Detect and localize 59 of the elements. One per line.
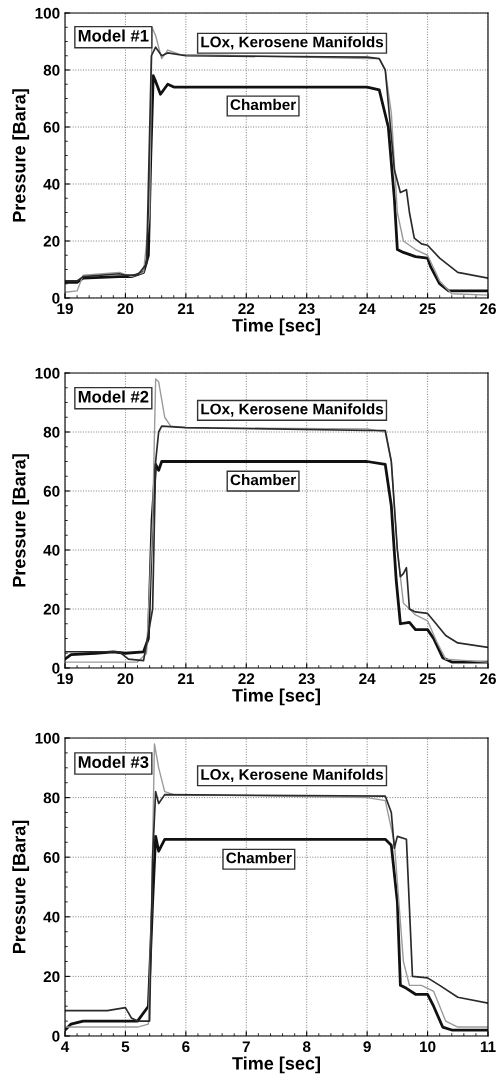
x-tick-label: 20 — [117, 673, 134, 685]
y-tick-label: 0 — [52, 1030, 60, 1042]
x-tick-label: 5 — [121, 1041, 130, 1053]
y-tick-label: 80 — [43, 64, 60, 76]
x-tick-label: 7 — [242, 1041, 250, 1052]
y-tick-label: 80 — [43, 426, 60, 438]
line-series — [65, 790, 488, 1022]
y-tick-label: 0 — [52, 292, 60, 304]
x-tick-label: 8 — [302, 1041, 311, 1053]
x-tick-label: 21 — [177, 303, 194, 314]
annotation: Model #1 — [78, 29, 149, 42]
x-tick-label: 19 — [57, 303, 73, 315]
y-tick-label: 100 — [35, 7, 60, 19]
x-axis-title: Time [sec] — [232, 688, 320, 706]
x-tick-label: 20 — [117, 303, 134, 315]
y-tick-label: 40 — [43, 911, 60, 923]
x-tick-label: 24 — [359, 303, 376, 314]
y-axis-title: Pressure [Bara] — [12, 820, 30, 954]
x-tick-label: 22 — [238, 303, 255, 314]
y-tick-label: 60 — [43, 121, 60, 133]
y-tick-label: 80 — [43, 792, 60, 804]
x-tick-label: 26 — [480, 303, 496, 315]
x-tick-label: 25 — [419, 673, 436, 685]
y-axis-title: Pressure [Bara] — [12, 454, 30, 587]
y-axis-title: Pressure [Bara] — [12, 89, 30, 222]
x-tick-label: 19 — [57, 673, 73, 685]
x-tick-label: 22 — [238, 673, 255, 684]
y-tick-label: 40 — [43, 544, 60, 556]
x-tick-label: 4 — [60, 1041, 70, 1052]
y-tick-label: 20 — [43, 971, 60, 983]
x-tick-label: 10 — [420, 1041, 436, 1053]
annotation: Chamber — [226, 852, 292, 864]
x-tick-label: 9 — [363, 1041, 371, 1053]
y-tick-label: 0 — [52, 662, 60, 674]
y-tick-label: 20 — [43, 235, 60, 247]
annotation: Chamber — [230, 98, 296, 111]
x-tick-label: 23 — [298, 673, 315, 685]
annotation: Model #2 — [78, 390, 149, 403]
y-tick-label: 100 — [35, 367, 60, 379]
annotation: LOx, Kerosene Manifolds — [201, 768, 384, 783]
x-tick-label: 6 — [182, 1041, 190, 1053]
x-tick-label: 11 — [480, 1041, 496, 1052]
y-tick-label: 40 — [43, 178, 60, 190]
x-tick-label: 26 — [480, 673, 496, 685]
annotation: Chamber — [230, 474, 296, 486]
y-tick-label: 60 — [43, 852, 60, 863]
x-axis-title: Time [sec] — [232, 1056, 320, 1074]
x-tick-label: 23 — [298, 303, 315, 315]
x-tick-label: 25 — [419, 303, 436, 315]
y-tick-label: 60 — [43, 485, 60, 497]
y-tick-label: 20 — [43, 603, 60, 615]
y-tick-label: 100 — [35, 732, 60, 744]
annotation: LOx, Kerosene Manifolds — [201, 36, 384, 50]
x-tick-label: 21 — [177, 673, 194, 684]
annotation: LOx, Kerosene Manifolds — [201, 403, 384, 417]
annotation: Model #3 — [78, 755, 149, 768]
x-tick-label: 24 — [359, 673, 376, 684]
line-series — [65, 425, 488, 662]
x-axis-title: Time [sec] — [232, 318, 320, 336]
